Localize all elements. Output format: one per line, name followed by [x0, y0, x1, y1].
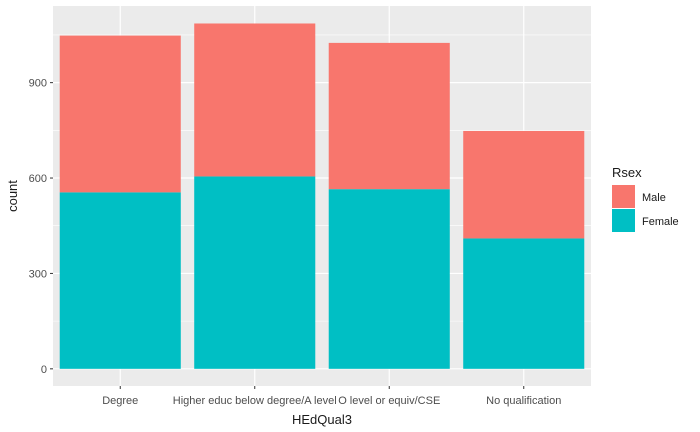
bar-male [59, 35, 181, 193]
y-tick-label: 600 [29, 173, 47, 185]
legend-title: Rsex [612, 165, 642, 180]
y-axis: 0 300 600 900 [29, 78, 53, 376]
legend-label-male: Male [642, 192, 666, 204]
bar-male [194, 23, 316, 177]
x-tick-label: Higher educ below degree/A level [173, 395, 337, 407]
legend-key-male [612, 185, 635, 208]
bar-female [59, 192, 181, 369]
bar-female [194, 176, 316, 369]
y-axis-title: count [5, 180, 20, 212]
legend-label-female: Female [642, 216, 679, 228]
legend-key-female [612, 209, 635, 232]
x-axis: Degree Higher educ below degree/A level O … [102, 386, 561, 407]
x-tick-label: Degree [102, 395, 138, 407]
x-axis-title: HEdQual3 [292, 412, 352, 427]
x-tick-label: O level or equiv/CSE [338, 395, 440, 407]
bar-male [463, 130, 585, 239]
y-tick-label: 300 [29, 268, 47, 280]
bar-female [463, 238, 585, 369]
bars [59, 23, 585, 369]
y-tick-label: 0 [41, 364, 47, 376]
bar-male [328, 42, 450, 190]
y-tick-label: 900 [29, 78, 47, 90]
x-tick-label: No qualification [486, 395, 561, 407]
bar-female [328, 189, 450, 369]
legend: Rsex Male Female [612, 165, 679, 232]
